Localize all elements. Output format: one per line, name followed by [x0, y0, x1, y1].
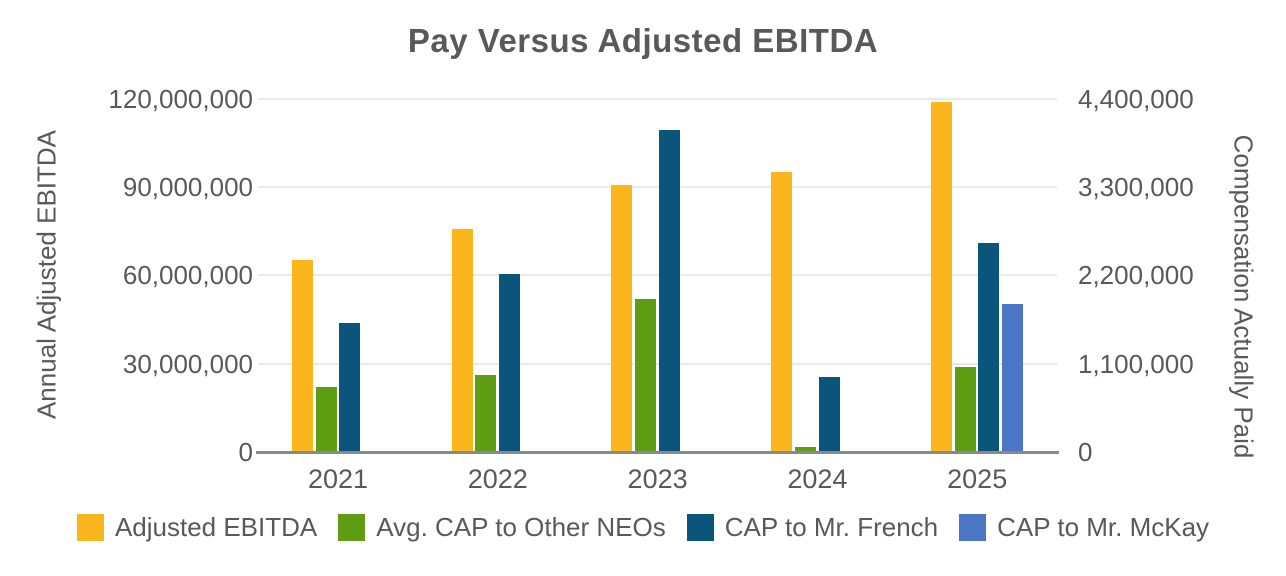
legend-swatch-adjusted-ebitda — [76, 514, 104, 541]
y-axis-right-tick: 3,300,000 — [1078, 172, 1194, 202]
y-axis-right-tick: 1,100,000 — [1078, 349, 1194, 379]
bar-cap-to-mr-french-2023 — [658, 130, 680, 451]
bar-avg-cap-to-other-neos-2021 — [315, 387, 337, 451]
y-axis-left-tick: 60,000,000 — [122, 260, 253, 290]
x-axis-label: 2025 — [947, 464, 1008, 494]
gridline — [258, 363, 1057, 365]
bar-cap-to-mr-mckay-2025 — [1002, 304, 1024, 451]
legend-item-adjusted-ebitda: Adjusted EBITDA — [76, 512, 318, 543]
y-axis-left-tick: 30,000,000 — [122, 349, 253, 379]
legend-swatch-cap-mr-mckay — [959, 514, 987, 541]
y-axis-right-tick: 0 — [1078, 437, 1093, 467]
bar-adjusted-ebitda-2023 — [611, 185, 633, 451]
bar-cap-to-mr-french-2022 — [499, 274, 521, 451]
y-axis-right-tick: 2,200,000 — [1078, 260, 1194, 290]
x-axis-label: 2021 — [307, 464, 369, 494]
gridline — [258, 274, 1057, 276]
bar-cap-to-mr-french-2021 — [339, 323, 361, 451]
bar-cap-to-mr-french-2025 — [978, 243, 1000, 451]
legend-swatch-cap-mr-french — [686, 514, 714, 541]
bar-adjusted-ebitda-2024 — [771, 172, 793, 451]
legend-label: Adjusted EBITDA — [114, 512, 318, 542]
legend-label: Avg. CAP to Other NEOs — [376, 512, 666, 542]
bar-avg-cap-to-other-neos-2022 — [475, 375, 497, 451]
y-axis-left-tick: 120,000,000 — [108, 84, 253, 114]
bar-avg-cap-to-other-neos-2024 — [794, 447, 816, 451]
plot-area — [256, 98, 1059, 454]
bar-avg-cap-to-other-neos-2023 — [635, 299, 657, 451]
legend-item-cap-mr-french: CAP to Mr. French — [686, 512, 939, 543]
legend: Adjusted EBITDA Avg. CAP to Other NEOs C… — [0, 512, 1286, 543]
bar-adjusted-ebitda-2022 — [451, 229, 473, 451]
legend-swatch-avg-cap-other-neos — [338, 514, 366, 541]
y-axis-right-tick: 4,400,000 — [1078, 84, 1194, 114]
gridline — [258, 186, 1057, 188]
bar-avg-cap-to-other-neos-2025 — [954, 367, 976, 451]
legend-item-avg-cap-other-neos: Avg. CAP to Other NEOs — [338, 512, 666, 543]
y-axis-left-tick: 90,000,000 — [122, 172, 253, 202]
legend-item-cap-mr-mckay: CAP to Mr. McKay — [959, 512, 1209, 543]
x-axis-label: 2022 — [467, 464, 528, 494]
bar-adjusted-ebitda-2025 — [931, 102, 953, 451]
bar-cap-to-mr-french-2024 — [818, 377, 840, 451]
legend-label: CAP to Mr. French — [724, 512, 939, 542]
x-axis-label: 2023 — [627, 464, 688, 494]
bar-adjusted-ebitda-2021 — [291, 260, 313, 451]
gridline — [258, 98, 1057, 100]
legend-label: CAP to Mr. McKay — [997, 512, 1210, 542]
x-axis-line — [256, 451, 1059, 454]
x-axis-label: 2024 — [787, 464, 848, 494]
y-axis-left-tick: 0 — [238, 437, 253, 467]
chart-title: Pay Versus Adjusted EBITDA — [407, 22, 879, 59]
